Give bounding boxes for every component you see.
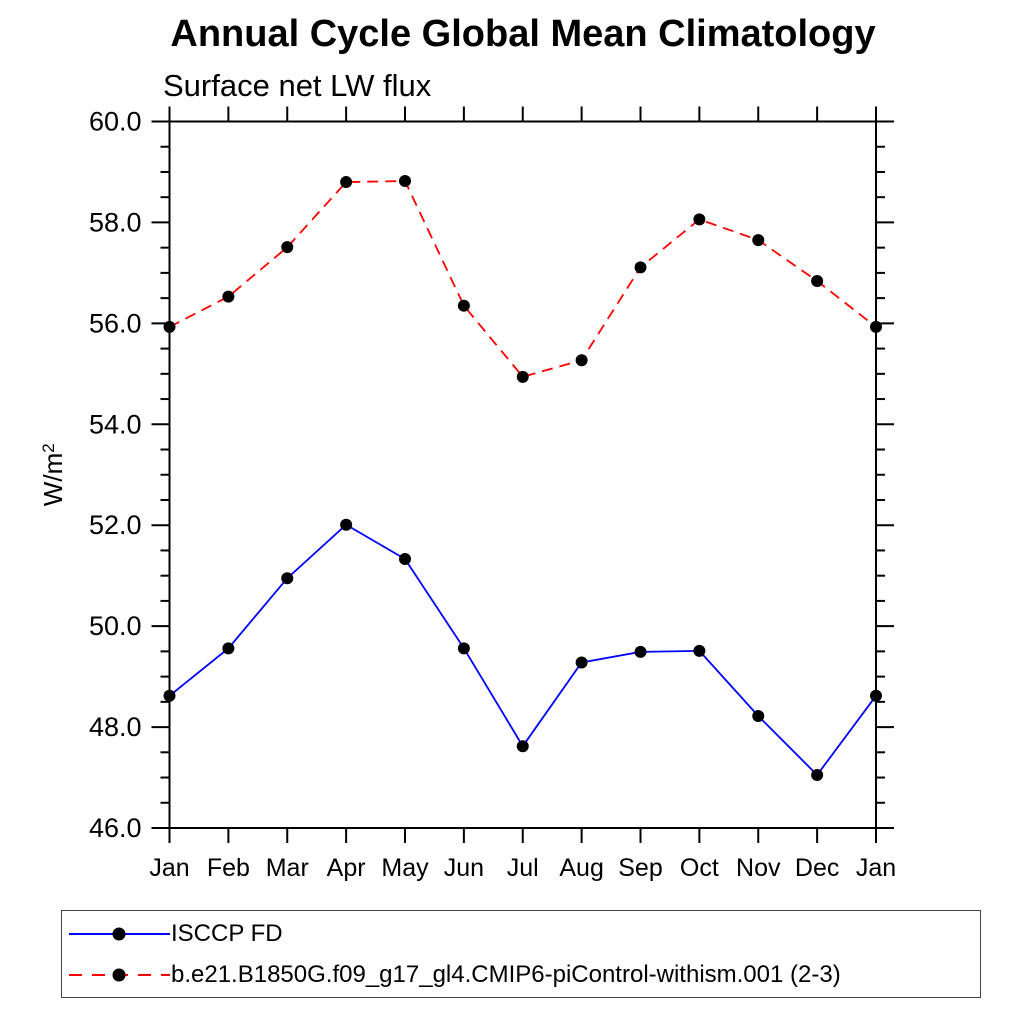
- legend-label-model: b.e21.B1850G.f09_g17_gl4.CMIP6-piControl…: [171, 960, 841, 988]
- y-ticks: [151, 120, 894, 829]
- svg-text:58.0: 58.0: [89, 207, 142, 237]
- series-markers-isccp: [163, 518, 882, 782]
- svg-text:Jul: Jul: [507, 854, 539, 882]
- svg-text:Jan: Jan: [149, 854, 189, 882]
- legend-label-isccp: ISCCP FD: [171, 919, 283, 947]
- legend-line-sample-isccp: [69, 927, 170, 940]
- series-line-model: [169, 180, 877, 378]
- svg-text:Nov: Nov: [736, 854, 781, 882]
- svg-text:Dec: Dec: [795, 854, 839, 882]
- y-tick-labels: 46.0 48.0 50.0 52.0 54.0 56.0 58.0 60.0: [89, 107, 142, 844]
- x-tick-labels: Jan Feb Mar Apr May Jun Jul Aug Sep Oct Nov Dec Jan: [149, 854, 896, 882]
- svg-text:Feb: Feb: [207, 854, 250, 882]
- page-title: Annual Cycle Global Mean Climatology: [170, 13, 876, 55]
- svg-text:Jan: Jan: [856, 854, 896, 882]
- x-ticks: [168, 106, 877, 843]
- svg-text:Aug: Aug: [559, 854, 603, 882]
- plot-frame: [168, 120, 877, 829]
- svg-text:52.0: 52.0: [89, 510, 142, 540]
- svg-text:54.0: 54.0: [89, 409, 142, 439]
- series-line-isccp: [168, 523, 877, 777]
- legend-box: ISCCP FD b.e21.B1850G.f09_g17_gl4.CMIP6-…: [61, 910, 981, 998]
- legend-item-isccp: ISCCP FD: [62, 913, 980, 954]
- svg-text:Sep: Sep: [618, 854, 662, 882]
- svg-text:Oct: Oct: [680, 854, 719, 882]
- svg-text:50.0: 50.0: [89, 611, 142, 641]
- series-markers-model: [163, 175, 882, 383]
- svg-text:56.0: 56.0: [89, 308, 142, 338]
- legend-line-sample-model: [69, 968, 170, 981]
- y-axis-title: W/m2: [38, 443, 68, 506]
- svg-text:60.0: 60.0: [89, 107, 142, 137]
- svg-text:46.0: 46.0: [89, 813, 142, 843]
- svg-text:Mar: Mar: [266, 854, 309, 882]
- svg-text:Jun: Jun: [444, 854, 484, 882]
- svg-text:May: May: [381, 854, 429, 882]
- svg-text:48.0: 48.0: [89, 712, 142, 742]
- page-subtitle: Surface net LW flux: [163, 68, 432, 103]
- svg-text:Apr: Apr: [327, 854, 366, 882]
- legend-item-model: b.e21.B1850G.f09_g17_gl4.CMIP6-piControl…: [62, 954, 980, 995]
